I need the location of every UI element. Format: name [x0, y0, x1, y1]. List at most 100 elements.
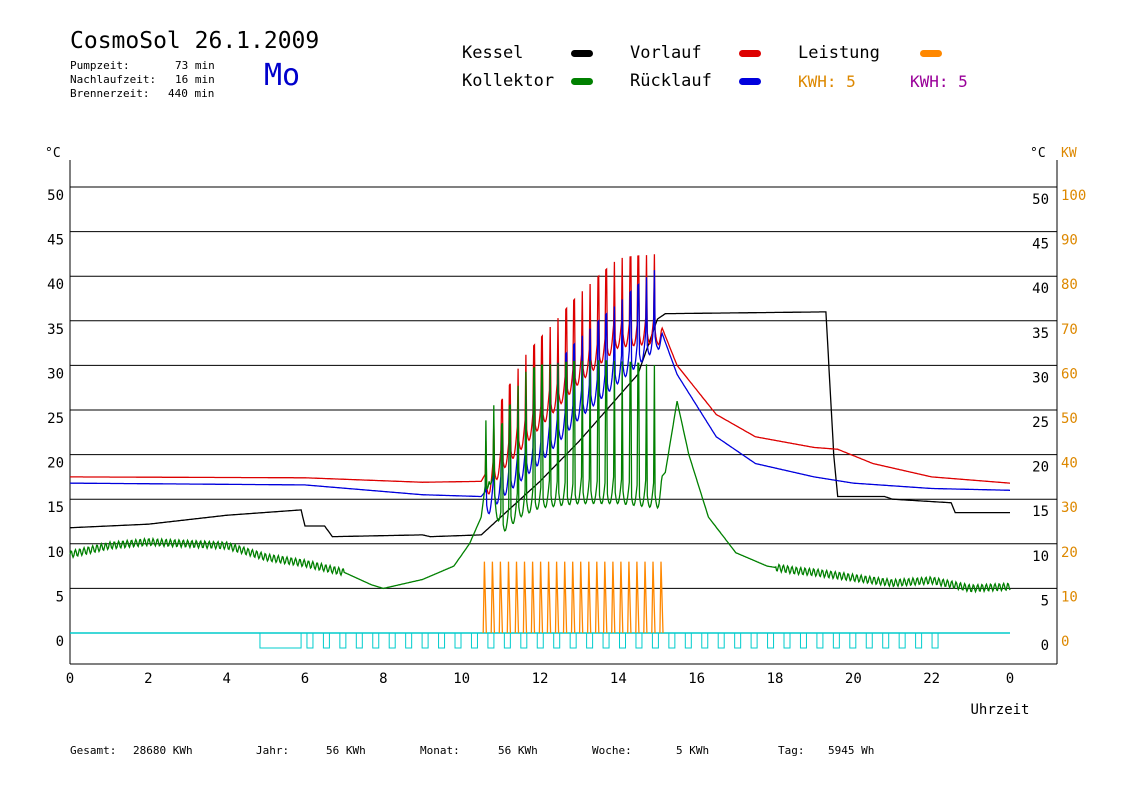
y-tick-label-right: 50 [1032, 192, 1049, 208]
pump-status-tick [915, 632, 923, 649]
y-tick-label-left: 20 [47, 456, 64, 472]
legend-vorlauf-swatch [739, 50, 761, 57]
y-tick-label-left: 35 [47, 322, 64, 338]
pump-status-tick [701, 632, 709, 649]
pump-status-tick [322, 632, 330, 649]
y-tick-label-right: 25 [1032, 415, 1049, 431]
weekday-label: Mo [264, 58, 301, 93]
stat-nachlaufzeit-label: Nachlaufzeit: [70, 73, 157, 86]
y-tick-label-kw: 60 [1061, 366, 1078, 382]
x-tick-label: 8 [379, 671, 387, 687]
pump-status-tick [816, 632, 824, 649]
y-tick-label-right: 15 [1032, 504, 1049, 520]
legend-ruecklauf-label: Rücklauf [630, 71, 712, 91]
x-tick-label: 22 [923, 671, 940, 687]
pump-status-tick [651, 632, 659, 649]
pump-status-tick [470, 632, 478, 649]
pump-status-tick [882, 632, 890, 649]
pump-status-tick [865, 632, 873, 649]
footer-jahr-value: 56 KWh [326, 744, 366, 757]
legend-leistung-label: Leistung [798, 43, 880, 63]
page-title: CosmoSol 26.1.2009 [70, 28, 320, 54]
pump-status-tick [372, 632, 380, 649]
pump-status-tick [668, 632, 676, 649]
footer-gesamt-value: 28680 KWh [133, 744, 193, 757]
y-axis-unit-left: °C [45, 146, 61, 161]
stat-brennerzeit-label: Brennerzeit: [70, 87, 150, 100]
footer-woche-value: 5 KWh [676, 744, 710, 757]
footer-woche-label: Woche: [592, 744, 632, 757]
y-tick-label-right: 35 [1032, 326, 1049, 342]
pump-status-tick [454, 632, 462, 649]
legend-kessel-swatch [571, 50, 593, 57]
series-vorlauf-line [70, 254, 1010, 495]
y-axis-unit-kw: KW [1061, 146, 1077, 161]
stat-brennerzeit-value: 440 min [168, 87, 215, 100]
legend-kessel-label: Kessel [462, 43, 524, 63]
pump-status-tick [684, 632, 692, 649]
y-tick-label-kw: 100 [1061, 188, 1086, 204]
pump-status-tick [750, 632, 758, 649]
y-tick-label-right: 20 [1032, 460, 1049, 476]
footer-monat-label: Monat: [420, 744, 460, 757]
y-tick-label-right: 40 [1032, 281, 1049, 297]
legend-kollektor-label: Kollektor [462, 71, 555, 91]
y-tick-label-left: 15 [47, 500, 64, 516]
legend-ruecklauf-swatch [739, 78, 761, 85]
pump-status-tick [586, 632, 594, 649]
footer-jahr-label: Jahr: [256, 744, 290, 757]
pump-status-tick [635, 632, 643, 649]
pump-status-tick [503, 632, 511, 649]
legend-leistung-swatch [920, 50, 942, 57]
pump-status-tick [569, 632, 577, 649]
x-tick-label: 14 [610, 671, 627, 687]
pump-status-tick [339, 632, 347, 649]
y-tick-label-left: 25 [47, 411, 64, 427]
x-tick-label: 12 [532, 671, 549, 687]
pump-status-tick [849, 632, 857, 649]
x-tick-label: 18 [767, 671, 784, 687]
y-tick-label-right: 0 [1041, 638, 1049, 654]
y-tick-label-left: 50 [47, 188, 64, 204]
pump-status-tick [520, 632, 528, 649]
stat-pumpzeit-value: 73 min [175, 59, 215, 72]
pump-status-tick [438, 632, 446, 649]
x-tick-label: 10 [453, 671, 470, 687]
y-tick-label-right: 5 [1041, 593, 1049, 609]
pump-status-tick [388, 632, 396, 649]
y-tick-label-kw: 90 [1061, 233, 1078, 249]
pump-status-tick [931, 632, 939, 649]
y-tick-label-kw: 40 [1061, 456, 1078, 472]
x-tick-label: 2 [144, 671, 152, 687]
series-kollektor-line [69, 360, 1011, 594]
y-axis-unit-right: °C [1030, 146, 1046, 161]
pump-status-tick [898, 632, 906, 649]
y-tick-label-right: 30 [1032, 370, 1049, 386]
x-tick-label: 4 [222, 671, 230, 687]
y-tick-label-left: 5 [56, 589, 64, 605]
series-ruecklauf-line [70, 270, 1010, 515]
pump-status-tick [717, 632, 725, 649]
pump-status-tick [767, 632, 775, 649]
y-tick-label-right: 45 [1032, 237, 1049, 253]
pump-status-tick [602, 632, 610, 649]
footer-tag-value: 5945 Wh [828, 744, 875, 757]
x-tick-label: 6 [301, 671, 309, 687]
kwh-readout-2: KWH: 5 [910, 72, 968, 91]
y-tick-label-kw: 80 [1061, 277, 1078, 293]
y-tick-label-left: 10 [47, 545, 64, 561]
pump-status-tick [553, 632, 561, 649]
pump-status-tick [421, 632, 429, 649]
pump-status-tick [783, 632, 791, 649]
y-tick-label-kw: 50 [1061, 411, 1078, 427]
legend-kollektor-swatch [571, 78, 593, 85]
pump-status-tick [355, 632, 363, 649]
x-tick-label: 20 [845, 671, 862, 687]
pump-status-tick [405, 632, 413, 649]
pump-status-tick [487, 632, 495, 649]
y-tick-label-left: 45 [47, 233, 64, 249]
y-tick-label-left: 0 [56, 634, 64, 650]
y-tick-label-kw: 10 [1061, 589, 1078, 605]
x-tick-label: 16 [688, 671, 705, 687]
stat-pumpzeit-label: Pumpzeit: [70, 59, 130, 72]
